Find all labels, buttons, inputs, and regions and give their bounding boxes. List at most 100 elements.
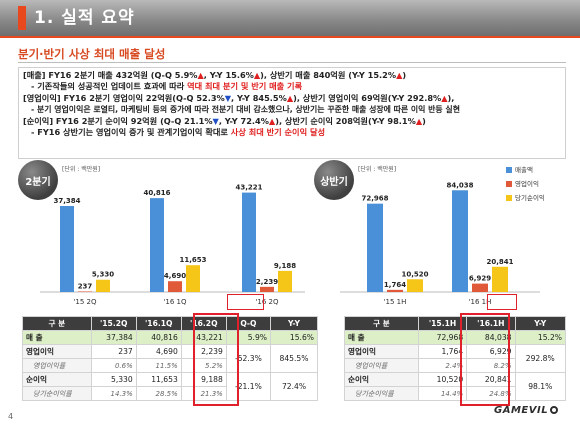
bar-당기순이익: [407, 279, 423, 292]
quarter-badge: 2분기: [18, 160, 58, 200]
table-row: 매 출 37,384 40,816 43,221 5.9% 15.6%: [22, 330, 318, 345]
row-label: 순이익: [344, 372, 419, 387]
summary-text: ), 상반기 매출 840억원 (Y-Y 15.2%: [260, 70, 397, 80]
table-row: 영업이익률 0.6% 11.5% 5.2%: [22, 358, 318, 373]
half-header-cell: '16.1H: [466, 316, 516, 331]
x-tick-label: '16 1H: [469, 298, 492, 306]
data-label: 40,816: [143, 189, 170, 197]
quarter-highlight-box: [193, 313, 239, 406]
table-cell: 21.3%: [180, 386, 227, 401]
legend-label: 당기순이익: [515, 193, 545, 202]
quarter-header-cell: 구 분: [22, 316, 92, 331]
summary-text: ): [422, 115, 426, 126]
table-cell: 237: [90, 344, 137, 359]
table-row: 영업이익 237 4,690 2,239 -52.3% 845.5%: [22, 344, 318, 373]
half-header-cell: Y-Y: [514, 316, 566, 331]
table-cell: 11,653: [135, 372, 182, 387]
data-label: 4,690: [164, 272, 186, 280]
company-logo: GAMEVIL: [494, 405, 559, 416]
data-label: 43,221: [235, 184, 262, 192]
summary-text: ), 상반기 영업이익 69억원(Y-Y 292.8%: [293, 92, 442, 103]
row-label: 영업이익: [22, 344, 92, 359]
page-number: 4: [8, 412, 14, 421]
table-row: 순이익 5,330 11,653 9,188 -21.1% 72.4%: [22, 372, 318, 401]
bar-영업이익: [168, 281, 182, 292]
table-cell: 72,968: [417, 330, 468, 345]
summary-text: - 기존작들의 성공적인 업데이트 효과에 따라: [31, 81, 188, 92]
subtitle-divider: [18, 62, 566, 63]
table-cell: -21.1%: [225, 372, 272, 401]
table-cell: 40,816: [135, 330, 182, 345]
up-arrow-icon: ▲: [286, 92, 294, 103]
page-title: 1. 실적 요약: [34, 8, 135, 28]
quarter-table: 구 분 '15.2Q '16.1Q '16.2Q Q-Q Y-Y 매 출 37,384 40,…: [22, 316, 318, 401]
summary-text: - 분기 영업이익은 로열티, 마케팅비 등의 증가에 따라 전분기 대비 감소…: [31, 105, 460, 115]
data-label: 72,968: [361, 195, 388, 203]
row-label: 영업이익: [344, 344, 419, 359]
half-highlight-box: [460, 313, 510, 406]
table-row: 당기순이익률 14.4% 24.8%: [344, 386, 566, 401]
up-arrow-icon: ▲: [197, 70, 204, 80]
bar-매출액: [242, 192, 256, 292]
quarter-unit-label: [단위 : 백만원]: [62, 166, 101, 173]
data-label: 2,239: [256, 278, 278, 286]
header-divider: [0, 36, 580, 38]
half-axis-highlight-box: [487, 294, 517, 310]
bar-당기순이익: [186, 265, 200, 292]
table-cell: 14.4%: [417, 386, 468, 401]
half-table: 구 분 '15.1H '16.1H Y-Y 매 출 72,968 84,038 15.2% 영…: [344, 316, 566, 401]
legend-swatch: [506, 181, 512, 187]
summary-highlight: 사상 최대 반기 순이익 달성: [230, 127, 326, 138]
down-arrow-icon: ▼: [224, 92, 232, 103]
summary-box: [매출] FY16 2분기 매출 432억원 (Q-Q 5.9%▲, Y-Y 1…: [18, 67, 566, 159]
table-cell: 72.4%: [270, 372, 318, 401]
table-cell: 11.5%: [135, 358, 182, 373]
row-label: 순이익: [22, 372, 92, 387]
section-subtitle: 분기·반기 사상 최대 매출 달성: [18, 47, 166, 61]
logo-text: GAMEVIL: [494, 405, 549, 416]
summary-text: ),: [447, 92, 455, 103]
legend-label: 영업이익: [515, 179, 539, 188]
summary-text: - FY16 상반기는 영업이익 증가 및 관계기업이익 확대로: [31, 127, 231, 138]
data-label: 5,330: [92, 271, 114, 279]
table-row: 당기순이익률 14.3% 28.5% 21.3%: [22, 386, 318, 401]
summary-text: , Y-Y 845.5%: [231, 92, 287, 103]
data-label: 237: [78, 282, 93, 290]
header-bar: 1. 실적 요약: [0, 0, 580, 36]
summary-highlight: 역대 최대 분기 및 반기 매출 기록: [187, 81, 303, 92]
data-label: 10,520: [401, 270, 428, 278]
bar-영업이익: [78, 291, 92, 292]
table-row: 매 출 72,968 84,038 15.2%: [344, 330, 566, 345]
up-arrow-icon: ▲: [396, 70, 403, 80]
summary-sales-line: [매출] FY16 2분기 매출 432억원 (Q-Q 5.9%▲, Y-Y 1…: [23, 70, 561, 81]
table-cell: 5,330: [90, 372, 137, 387]
bar-영업이익: [387, 289, 403, 292]
table-row: 순이익 10,520 20,841 98.1%: [344, 372, 566, 401]
table-cell: 84,038: [466, 330, 516, 345]
table-cell: 4,690: [135, 344, 182, 359]
summary-net-note: - FY16 상반기는 영업이익 증가 및 관계기업이익 확대로 사상 최대 반…: [23, 127, 561, 138]
summary-op-note: - 분기 영업이익은 로열티, 마케팅비 등의 증가에 따라 전분기 대비 감소…: [23, 104, 561, 115]
data-label: 6,929: [469, 275, 491, 283]
row-label: 영업이익률: [344, 358, 419, 373]
quarter-header-cell: '16.1Q: [135, 316, 182, 331]
summary-text: , Y-Y 72.4%: [218, 115, 269, 126]
table-cell: 24.8%: [466, 386, 516, 401]
row-label: 매 출: [22, 330, 92, 345]
summary-op-line: [영업이익] FY16 2분기 영업이익 22억원(Q-Q 52.3%▼, Y-…: [23, 93, 561, 104]
header-accent: [18, 6, 26, 30]
table-cell: 43,221: [180, 330, 227, 345]
table-cell: 15.6%: [270, 330, 318, 345]
table-cell: 37,384: [90, 330, 137, 345]
summary-net-line: [순이익] FY16 2분기 순이익 92억원 (Q-Q 21.1%▼, Y-Y…: [23, 116, 561, 127]
summary-text: ), 상반기 순이익 208억원(Y-Y 98.1%: [275, 115, 416, 126]
summary-text: [영업이익] FY16 2분기 영업이익 22억원(Q-Q 52.3%: [23, 92, 225, 103]
bar-영업이익: [472, 283, 488, 292]
logo-mark-icon: [550, 406, 559, 414]
bar-당기순이익: [492, 266, 508, 292]
bar-영업이익: [260, 286, 274, 292]
table-row: 영업이익 1,764 6,929 292.8%: [344, 344, 566, 373]
half-unit-label: [단위 : 백만원]: [358, 166, 397, 173]
legend-swatch: [506, 195, 512, 201]
